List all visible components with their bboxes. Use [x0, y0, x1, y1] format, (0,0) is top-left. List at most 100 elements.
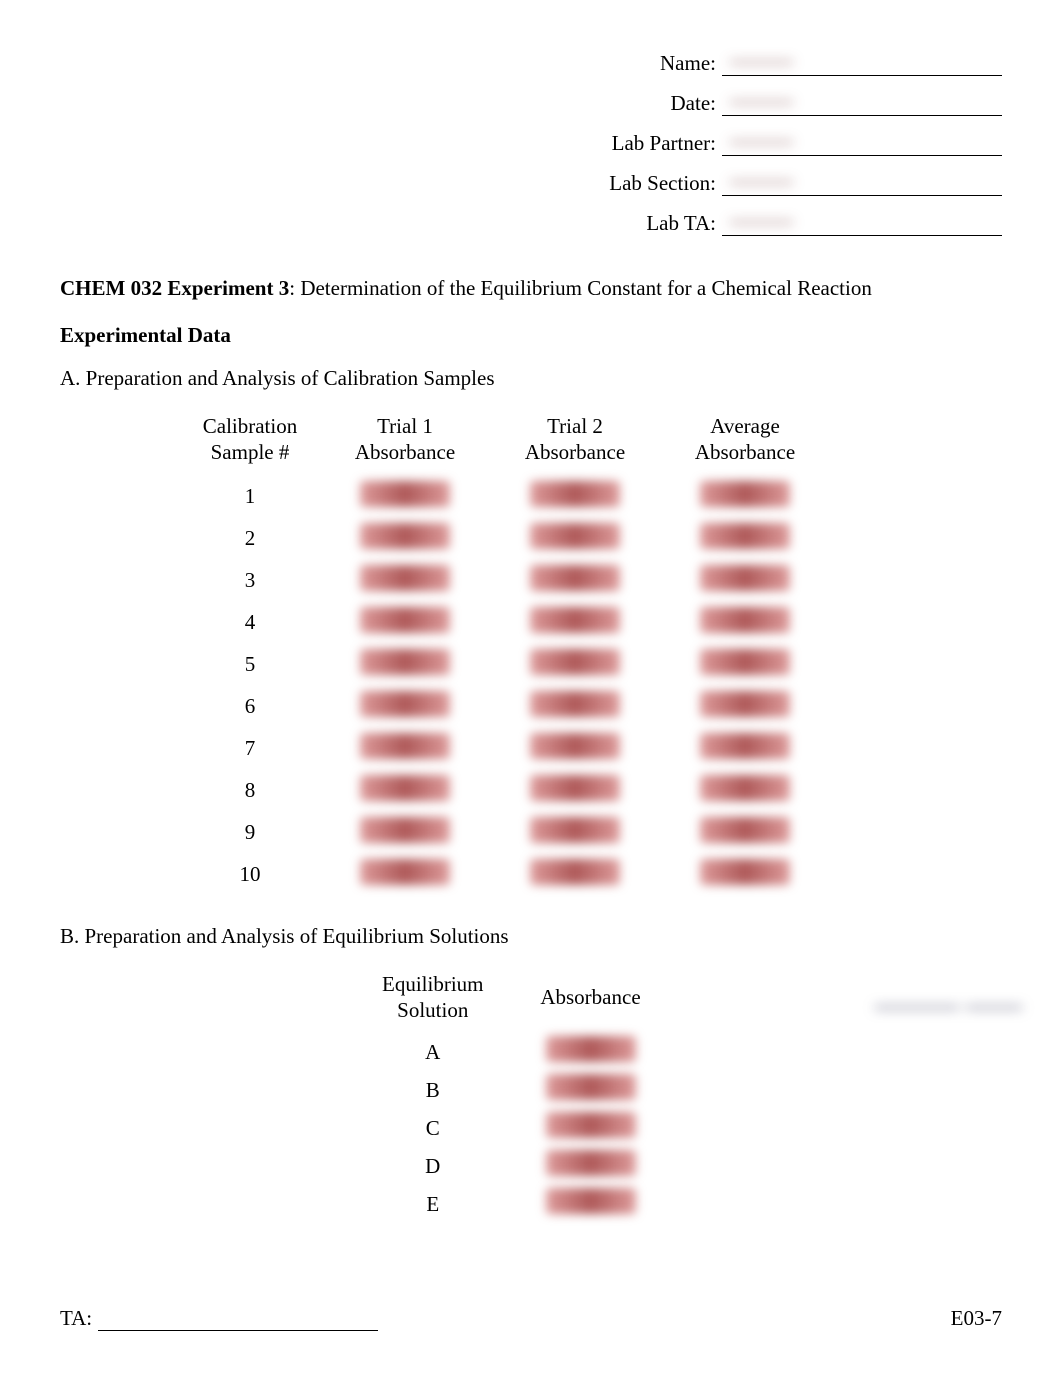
- blur-block: [700, 775, 790, 801]
- calib-col1-line2: Sample #: [211, 440, 290, 464]
- blurred-value: [660, 770, 830, 812]
- blur-block: [530, 565, 620, 591]
- date-row: Date: ———: [671, 90, 1002, 116]
- blur-block: [530, 481, 620, 507]
- blur-block: [700, 607, 790, 633]
- calibration-table: Calibration Sample # Trial 1 Absorbance …: [180, 409, 1002, 896]
- blur-block: [530, 523, 620, 549]
- calib-col4-header: Average Absorbance: [660, 409, 830, 476]
- table-row: E: [360, 1185, 676, 1223]
- table-row: 7: [180, 728, 830, 770]
- partner-value-line[interactable]: ———: [722, 130, 1002, 156]
- sample-number: 5: [180, 644, 320, 686]
- table-row: 10: [180, 854, 830, 896]
- blurred-value: [320, 602, 490, 644]
- blurred-value: [490, 812, 660, 854]
- labta-value-line[interactable]: ———: [722, 210, 1002, 236]
- sample-number: 6: [180, 686, 320, 728]
- sample-number: 7: [180, 728, 320, 770]
- blur-block: [546, 1150, 636, 1176]
- table-row: B: [360, 1071, 676, 1109]
- blur-block: [360, 691, 450, 717]
- blur-block: [530, 649, 620, 675]
- blurred-value: [490, 644, 660, 686]
- blur-block: [530, 691, 620, 717]
- solution-label: D: [360, 1147, 506, 1185]
- table-row: 5: [180, 644, 830, 686]
- table-row: 6: [180, 686, 830, 728]
- solution-label: C: [360, 1109, 506, 1147]
- blur-block: [530, 859, 620, 885]
- blurred-value: [660, 602, 830, 644]
- blur-block: [700, 817, 790, 843]
- blur-block: [546, 1036, 636, 1062]
- table-row: D: [360, 1147, 676, 1185]
- blurred-value: [490, 686, 660, 728]
- name-value: ———: [730, 48, 793, 73]
- calib-col3-line2: Absorbance: [525, 440, 625, 464]
- calib-col1-header: Calibration Sample #: [180, 409, 320, 476]
- solution-label: A: [360, 1033, 506, 1071]
- eq-col1-line1: Equilibrium: [382, 972, 484, 996]
- blur-block: [360, 775, 450, 801]
- section-label: Lab Section:: [609, 171, 722, 196]
- blur-block: [700, 859, 790, 885]
- solution-label: B: [360, 1071, 506, 1109]
- blur-block: [700, 565, 790, 591]
- blurred-value: [660, 644, 830, 686]
- calib-col3-line1: Trial 2: [547, 414, 603, 438]
- blurred-value: [320, 686, 490, 728]
- blur-block: [546, 1074, 636, 1100]
- blurred-value: [320, 728, 490, 770]
- partner-row: Lab Partner: ———: [612, 130, 1002, 156]
- experimental-data-heading: Experimental Data: [60, 323, 1002, 348]
- table-row: 2: [180, 518, 830, 560]
- blurred-value: [660, 476, 830, 518]
- table-row: A: [360, 1033, 676, 1071]
- table-row: C: [360, 1109, 676, 1147]
- blurred-value: [506, 1033, 676, 1071]
- blurred-value: [660, 812, 830, 854]
- blur-block: [360, 859, 450, 885]
- page-code: E03-7: [951, 1306, 1002, 1331]
- blurred-value: [490, 854, 660, 896]
- labta-value: ———: [730, 208, 793, 233]
- calib-col2-line2: Absorbance: [355, 440, 455, 464]
- blurred-value: [320, 644, 490, 686]
- experiment-title: CHEM 032 Experiment 3: Determination of …: [60, 276, 1002, 301]
- eq-col1-header: Equilibrium Solution: [360, 967, 506, 1034]
- blur-block: [360, 649, 450, 675]
- name-value-line[interactable]: ———: [722, 50, 1002, 76]
- table-row: 4: [180, 602, 830, 644]
- footer-ta-line[interactable]: [98, 1309, 378, 1331]
- blurred-value: [490, 602, 660, 644]
- section-value-line[interactable]: ———: [722, 170, 1002, 196]
- blur-block: [360, 523, 450, 549]
- blur-block: [700, 691, 790, 717]
- table-row: 3: [180, 560, 830, 602]
- section-row: Lab Section: ———: [609, 170, 1002, 196]
- name-row: Name: ———: [660, 50, 1002, 76]
- partner-value: ———: [730, 128, 793, 153]
- eq-col2-header: Absorbance: [506, 967, 676, 1034]
- header-fields: Name: ——— Date: ——— Lab Partner: ——— Lab…: [60, 50, 1002, 236]
- blurred-value: [490, 728, 660, 770]
- sample-number: 9: [180, 812, 320, 854]
- blur-block: [360, 817, 450, 843]
- eq-col1-line2: Solution: [397, 998, 468, 1022]
- blur-block: [360, 607, 450, 633]
- calib-col4-line1: Average: [710, 414, 780, 438]
- sample-number: 3: [180, 560, 320, 602]
- blurred-value: [320, 770, 490, 812]
- blurred-value: [320, 560, 490, 602]
- blur-block: [360, 733, 450, 759]
- labta-row: Lab TA: ———: [646, 210, 1002, 236]
- calib-col4-line2: Absorbance: [695, 440, 795, 464]
- blur-block: [530, 607, 620, 633]
- blur-block: [530, 733, 620, 759]
- table-row: 9: [180, 812, 830, 854]
- partner-label: Lab Partner:: [612, 131, 722, 156]
- date-value-line[interactable]: ———: [722, 90, 1002, 116]
- table-row: 8: [180, 770, 830, 812]
- date-label: Date:: [671, 91, 722, 116]
